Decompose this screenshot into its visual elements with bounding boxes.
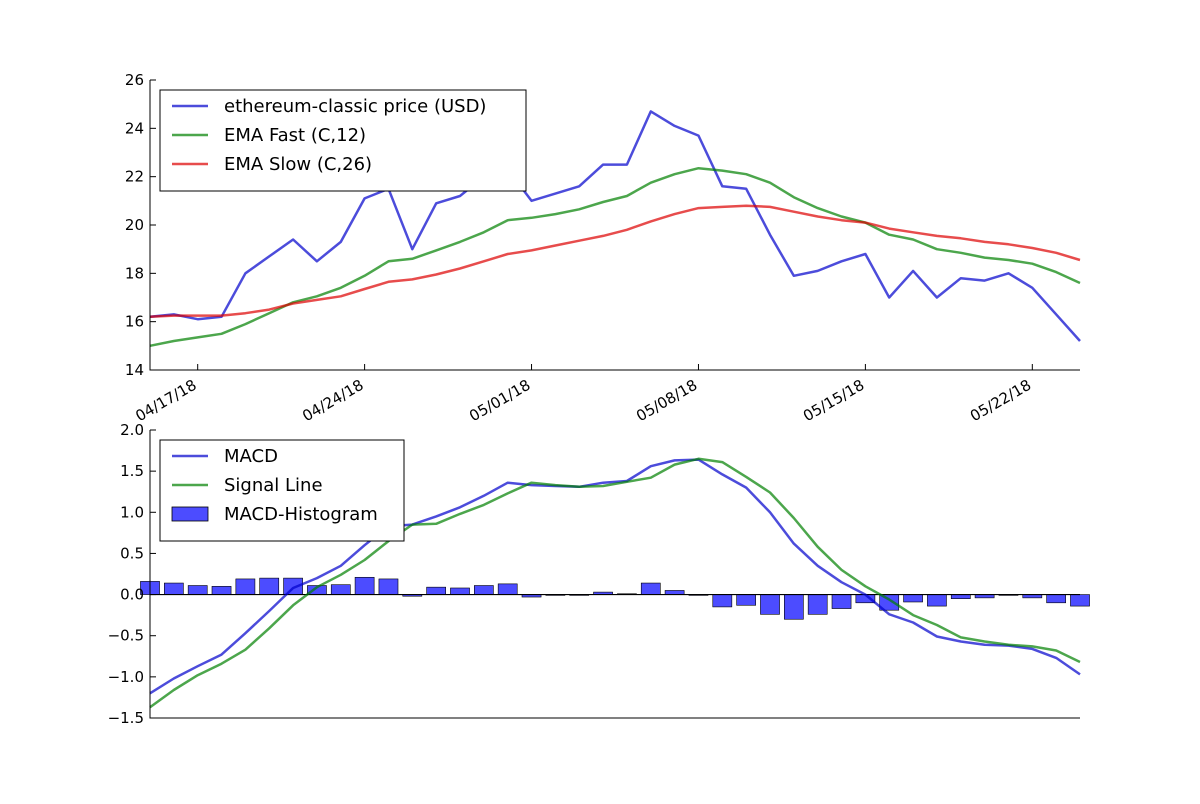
x-tick-label: 05/01/18 [466,376,533,425]
histogram-bar [1046,594,1066,604]
histogram-bar [664,590,685,595]
histogram-bar [640,582,661,595]
histogram-bar [164,582,184,595]
y-tick-label: 26 [125,71,144,89]
histogram-bar [330,584,351,595]
y-tick-label: 0.5 [120,544,144,562]
histogram-bar [784,594,804,620]
y-tick-label: 20 [125,216,144,234]
y-tick-label: 22 [125,168,144,186]
series-line-1 [149,457,1081,709]
histogram-bar [831,594,852,609]
x-tick-label: 05/22/18 [967,376,1034,425]
series-line-2 [149,204,1081,319]
legend-label: MACD [224,446,278,467]
legend-swatch [171,506,209,522]
histogram-bar [712,594,733,608]
y-tick-label: 1.5 [120,462,144,480]
legend-label: EMA Fast (C,12) [224,125,366,146]
y-tick-label: −1.5 [108,709,144,727]
series-line-0 [149,458,1081,695]
x-tick-label: 04/17/18 [132,376,199,425]
histogram-bar [426,586,446,595]
histogram-bar [354,576,375,595]
y-tick-label: 18 [125,264,144,282]
series-line-0 [149,110,1081,342]
histogram-bar [450,587,470,595]
series-line-1 [149,166,1081,348]
histogram-bar [736,594,756,606]
legend-box [159,89,527,192]
histogram-bar [1070,594,1090,607]
legend-label: MACD-Histogram [224,504,378,525]
histogram-bar [187,585,208,595]
y-tick-label: 2.0 [120,421,144,439]
y-tick-label: −1.0 [108,668,144,686]
y-tick-label: 0.0 [120,586,144,604]
y-tick-label: 16 [125,313,144,331]
histogram-bar [497,583,518,595]
y-tick-label: 24 [125,119,144,137]
legend-label: ethereum-classic price (USD) [224,96,486,117]
histogram-bar [927,594,947,607]
histogram-bar [807,594,828,615]
y-tick-label: 14 [125,361,144,379]
y-tick-label: −0.5 [108,627,144,645]
histogram-bar [474,585,494,595]
x-tick-label: 05/08/18 [633,376,700,425]
histogram-bar [211,586,232,595]
price-panel: 14 16 18 20 22 24 26 04/17/18 04/24/18 05/01/18 05… [125,71,1081,425]
legend-label: Signal Line [224,475,323,496]
x-tick-label: 05/15/18 [800,376,867,425]
x-tick-label: 04/24/18 [299,376,366,425]
macd-panel: −1.5 −1.0 −0.5 0.0 0.5 1.0 1.5 2.0 MACD Signal Li… [108,421,1090,727]
histogram-bar [903,594,923,603]
histogram-bar [760,594,780,615]
histogram-bar [950,594,971,599]
histogram-bar [235,578,256,595]
histogram-bar [259,577,280,595]
y-tick-label: 1.0 [120,503,144,521]
histogram-bar [378,578,399,595]
legend-label: EMA Slow (C,26) [224,154,372,175]
